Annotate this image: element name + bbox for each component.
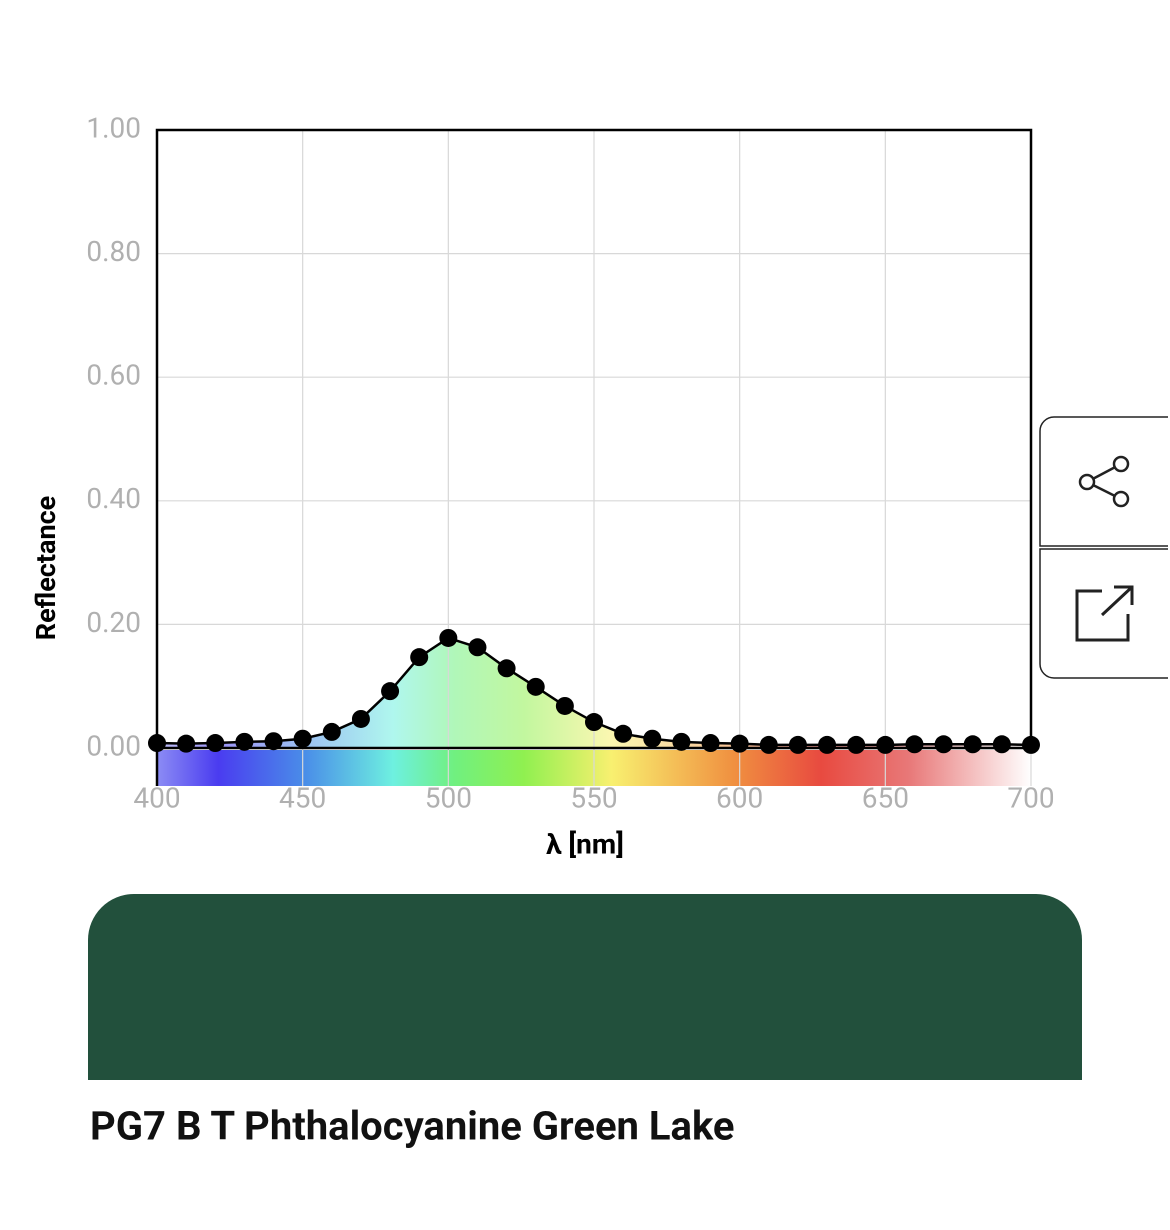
- data-point: [788, 735, 807, 754]
- data-point: [293, 729, 312, 748]
- data-point: [322, 722, 341, 741]
- data-point: [992, 735, 1011, 754]
- data-point: [934, 735, 953, 754]
- export-button[interactable]: [1039, 548, 1168, 679]
- data-point: [206, 734, 225, 753]
- data-point: [672, 732, 691, 751]
- y-tick-label: 0.80: [86, 235, 141, 268]
- y-axis-label: Reflectance: [30, 496, 62, 640]
- data-point: [410, 648, 429, 667]
- data-point: [381, 682, 400, 701]
- y-tick-label: 1.00: [86, 111, 141, 144]
- y-tick-label: 0.00: [86, 729, 141, 762]
- plot: 0.00 0.20 0.40 0.60 0.80 1.00 400 450 500 550 600 6…: [86, 111, 1054, 814]
- data-point: [818, 735, 837, 754]
- data-point: [1022, 735, 1040, 754]
- data-point: [468, 638, 487, 657]
- data-point: [235, 732, 254, 751]
- x-axis-label: λ [nm]: [546, 827, 624, 860]
- data-point: [264, 732, 283, 751]
- data-point: [497, 659, 516, 678]
- x-tick-label: 600: [716, 781, 763, 814]
- data-point: [177, 734, 196, 753]
- data-point: [905, 735, 924, 754]
- data-point: [847, 735, 866, 754]
- share-button[interactable]: [1039, 416, 1168, 547]
- x-tick-label: 650: [862, 781, 909, 814]
- pigment-name: PG7 B T Phthalocyanine Green Lake: [90, 1103, 735, 1150]
- data-point: [351, 709, 370, 728]
- x-tick-label: 450: [279, 781, 326, 814]
- data-point: [643, 729, 662, 748]
- x-tick-label: 500: [425, 781, 472, 814]
- data-point: [614, 724, 633, 743]
- x-tick-label: 700: [1007, 781, 1054, 814]
- y-tick-label: 0.20: [86, 606, 141, 639]
- data-point: [730, 734, 749, 753]
- export-icon: [1075, 585, 1134, 642]
- data-point: [701, 734, 720, 753]
- data-point: [585, 713, 603, 732]
- data-point: [439, 628, 458, 647]
- x-tick-label: 400: [133, 781, 180, 814]
- data-point: [876, 735, 895, 754]
- x-tick-label: 550: [570, 781, 617, 814]
- data-point: [963, 735, 982, 754]
- y-tick-label: 0.60: [86, 359, 141, 392]
- data-point: [759, 735, 778, 754]
- share-icon: [1078, 455, 1130, 508]
- y-tick-label: 0.40: [86, 482, 141, 515]
- color-swatch: [88, 894, 1082, 1080]
- data-point: [526, 677, 545, 696]
- area: [157, 637, 1031, 748]
- data-point: [148, 734, 166, 753]
- plot-frame: [155, 128, 1033, 750]
- data-point: [555, 696, 574, 715]
- button-frame: [1039, 416, 1168, 547]
